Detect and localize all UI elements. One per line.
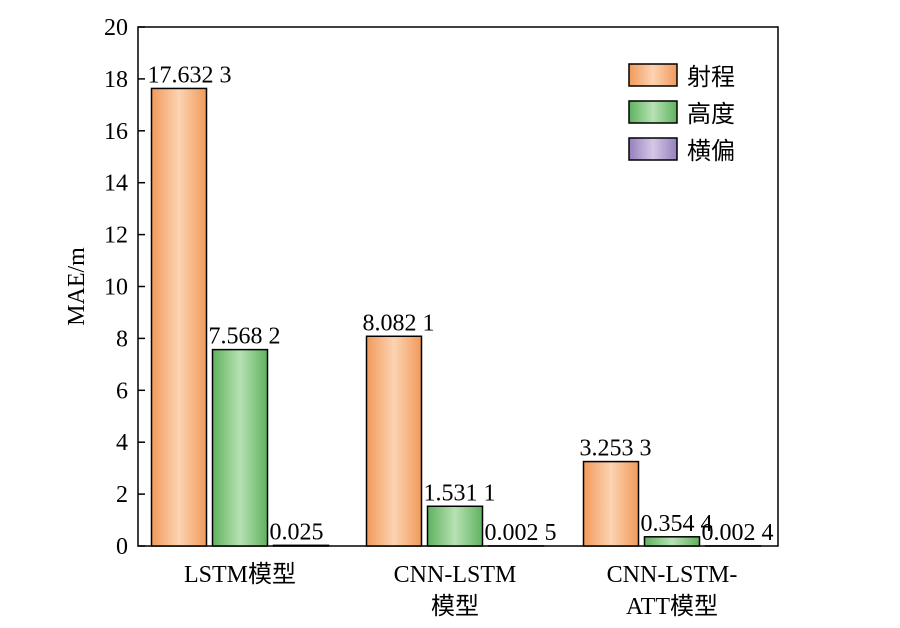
data-label-1-2: 0.354 4 — [641, 511, 713, 537]
bar-0-0 — [150, 87, 208, 547]
y-tick-label: 4 — [116, 430, 128, 456]
data-label-0-2: 3.253 3 — [580, 436, 652, 462]
category-label-1: CNN-LSTM 模型 — [394, 562, 517, 620]
data-label-2-2: 0.002 4 — [702, 520, 774, 546]
y-tick-label: 6 — [116, 378, 128, 404]
data-label-1-1: 1.531 1 — [424, 480, 496, 506]
y-tick-label: 18 — [104, 67, 128, 93]
bar-1-1 — [426, 505, 484, 547]
y-tick-label: 14 — [104, 171, 128, 197]
legend-label-0: 射程 — [687, 64, 735, 91]
legend-swatch-2 — [628, 137, 678, 161]
y-tick-label: 10 — [104, 275, 128, 301]
legend-label-2: 横偏 — [687, 138, 735, 165]
category-label-2: CNN-LSTM-ATT模型 — [607, 562, 738, 620]
legend-swatch-0 — [628, 63, 678, 87]
data-label-0-1: 8.082 1 — [363, 310, 435, 336]
y-tick-label: 12 — [104, 223, 128, 249]
category-label-0: LSTM模型 — [184, 561, 296, 588]
data-label-1-0: 7.568 2 — [209, 324, 281, 350]
y-axis-title: MAE/m — [64, 247, 90, 326]
y-tick-label: 8 — [116, 326, 128, 352]
legend-swatch-1 — [628, 100, 678, 124]
bar-1-2 — [643, 536, 701, 547]
y-tick-label: 16 — [104, 119, 128, 145]
legend-label-1: 高度 — [687, 101, 735, 128]
data-label-0-0: 17.632 3 — [148, 62, 232, 88]
bar-0-2 — [582, 460, 640, 547]
y-tick-label: 2 — [116, 482, 128, 508]
y-tick-label: 0 — [116, 534, 128, 560]
bar-2-0 — [272, 544, 330, 547]
data-label-2-0: 0.025 — [270, 519, 324, 545]
data-label-2-1: 0.002 5 — [485, 520, 557, 546]
bar-0-1 — [365, 335, 423, 547]
bar-1-0 — [211, 348, 269, 547]
y-tick-label: 20 — [104, 15, 128, 41]
